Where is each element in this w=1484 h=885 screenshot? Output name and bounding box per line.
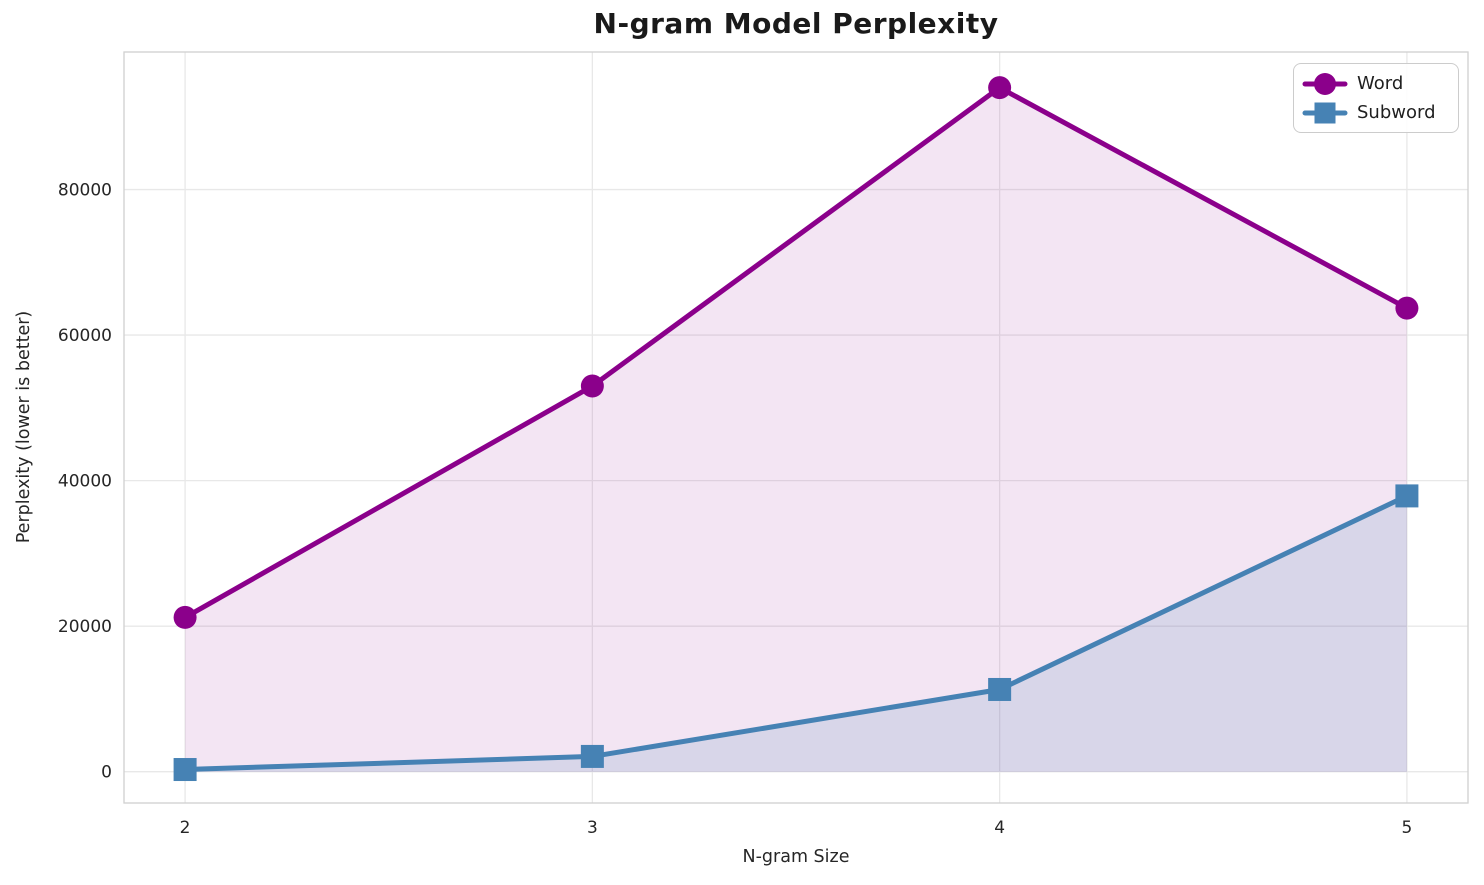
x-tick-label: 3 [587,818,598,838]
word-line-marker-icon [1302,72,1348,95]
legend-item-word: Word [1302,69,1446,98]
y-tick-label: 80000 [58,181,112,201]
line-subword [182,493,1410,773]
point-word-n2 [173,605,197,629]
legend-label-word: Word [1357,72,1404,94]
legend: Word Subword [1293,63,1459,133]
x-axis-label: N-gram Size [742,847,850,867]
area-fill-word [185,87,1407,772]
y-axis-label: Perplexity (lower is better) [14,310,34,544]
point-subword-n3 [580,744,604,768]
x-tick-label: 5 [1401,818,1412,838]
line-word [182,85,1410,620]
y-tick-label: 40000 [58,472,112,492]
subword-legend-square [1314,102,1336,123]
area-fill-subword [185,495,1407,772]
x-tick-label: 4 [994,818,1005,838]
point-word-n3 [580,374,604,398]
legend-label-subword: Subword [1357,101,1436,123]
point-word-n5 [1395,296,1419,320]
word-legend-circle [1314,72,1336,95]
y-tick-label: 20000 [58,617,112,637]
y-tick-label: 0 [101,763,112,783]
chart-title: N-gram Model Perplexity [593,7,999,40]
point-subword-n4 [988,677,1012,701]
x-tick-label: 2 [180,818,191,838]
point-word-n4 [988,76,1012,100]
plot-border [123,51,1469,804]
y-tick-label: 60000 [58,326,112,346]
legend-item-subword: Subword [1302,98,1446,127]
point-subword-n5 [1395,484,1419,508]
subword-line-marker-icon [1302,102,1348,123]
point-subword-n2 [173,758,197,782]
